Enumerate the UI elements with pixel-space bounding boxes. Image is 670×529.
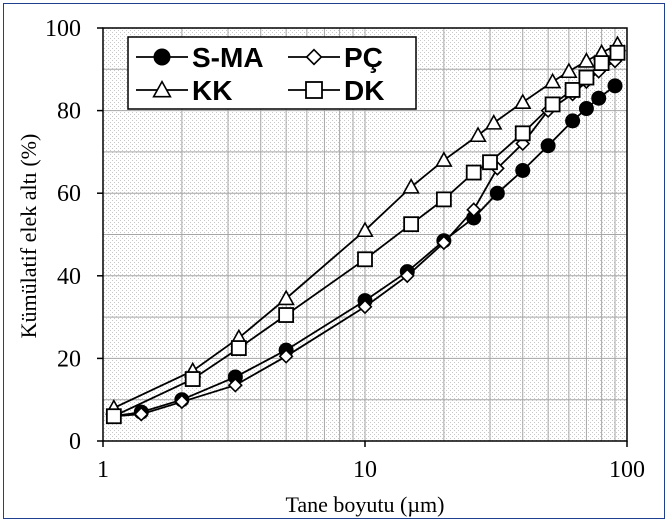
y-tick-label: 0 — [69, 429, 81, 455]
data-point-kk — [469, 126, 487, 143]
data-point-s-ma — [489, 185, 505, 201]
data-point-dk — [609, 44, 626, 61]
y-tick-label: 80 — [57, 99, 81, 125]
data-point-p — [357, 299, 373, 315]
x-tick-label: 10 — [353, 457, 377, 483]
data-point-kk — [514, 93, 532, 110]
y-axis-title: Kümülatif elek altı (%) — [16, 134, 41, 339]
x-tick-label: 100 — [609, 457, 645, 483]
data-point-dk — [357, 251, 373, 268]
data-point-dk — [544, 96, 561, 113]
data-point-kk — [485, 113, 503, 130]
x-axis-title: Tane boyutu (µm) — [286, 492, 445, 517]
data-point-kk — [435, 151, 453, 167]
data-point-p — [227, 377, 243, 393]
data-point-dk — [184, 371, 201, 387]
data-point-kk — [402, 178, 420, 194]
data-point-p — [466, 202, 482, 218]
data-point-s-ma — [540, 138, 556, 154]
data-point-s-ma — [607, 78, 623, 94]
data-point-p — [174, 394, 190, 410]
data-point-kk — [560, 62, 578, 79]
data-point-p — [436, 235, 452, 251]
data-point-p — [133, 406, 149, 422]
x-tick-label: 1 — [97, 457, 109, 483]
data-point-s-ma — [515, 162, 531, 178]
y-tick-label: 60 — [57, 181, 81, 207]
legend-box — [127, 36, 417, 110]
legend-label: PÇ — [344, 42, 383, 73]
legend-label: DK — [344, 75, 384, 106]
data-point-dk — [435, 191, 452, 208]
data-point-dk — [403, 216, 420, 233]
y-tick-label: 20 — [57, 346, 81, 372]
data-point-kk — [543, 72, 562, 89]
data-point-s-ma — [591, 90, 607, 106]
series-line-s-ma — [113, 85, 616, 418]
data-point-kk — [356, 221, 374, 238]
data-point-s-ma — [565, 113, 581, 129]
data-point-kk — [277, 289, 295, 306]
chart-frame — [3, 3, 665, 519]
data-point-p — [399, 268, 415, 284]
data-point-dk — [278, 307, 295, 323]
data-point-dk — [593, 55, 610, 72]
data-point-dk — [230, 340, 247, 356]
data-point-dk — [105, 408, 122, 425]
data-point-dk — [514, 125, 531, 142]
legend-marker — [152, 79, 172, 98]
data-point-dk — [465, 164, 482, 181]
data-point-s-ma — [578, 101, 594, 117]
legend-marker — [153, 48, 171, 66]
data-point-dk — [578, 69, 595, 86]
data-point-p — [278, 348, 294, 364]
legend-marker — [305, 81, 323, 99]
y-tick-label: 100 — [45, 16, 81, 42]
data-point-dk — [564, 82, 581, 98]
y-tick-label: 40 — [57, 264, 81, 290]
data-point-kk — [577, 52, 596, 68]
legend-label: S-MA — [192, 42, 264, 73]
legend-marker — [305, 48, 323, 66]
legend-label: KK — [192, 75, 232, 106]
data-point-dk — [482, 154, 498, 171]
